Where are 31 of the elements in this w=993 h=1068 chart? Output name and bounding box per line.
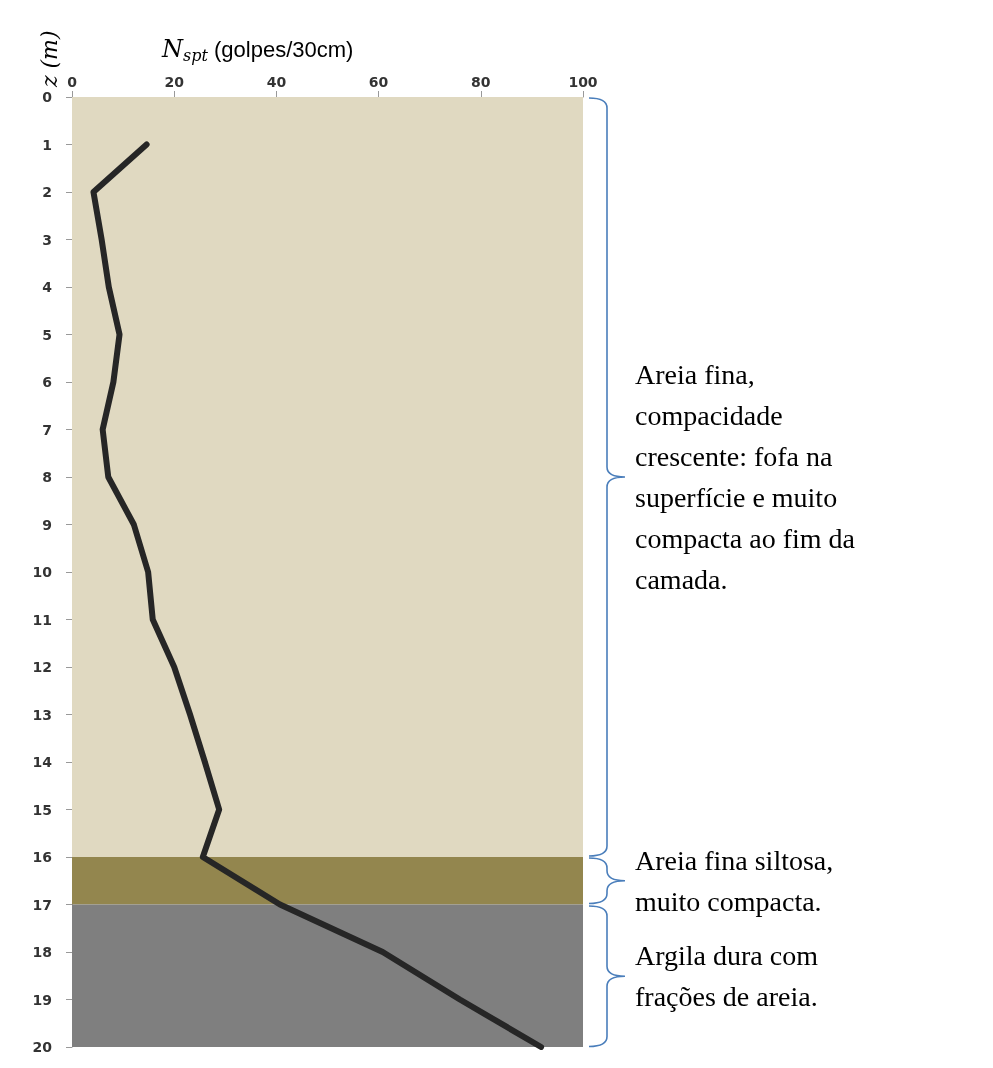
y-tick-label: 10 — [32, 564, 53, 580]
y-tick-label: 16 — [32, 849, 52, 865]
y-tick-label: 3 — [42, 231, 52, 248]
y-tick-label: 11 — [32, 611, 52, 628]
y-tick-label: 6 — [42, 374, 52, 390]
y-tick-label: 14 — [32, 754, 53, 770]
y-tick-label: 13 — [32, 706, 52, 723]
x-tick-label: 80 — [471, 74, 491, 90]
y-tick-label: 18 — [32, 944, 52, 960]
band-label: Areia fina, compacidade crescente: fofa na superfície e muito compacta ao fim da camada. — [635, 359, 863, 595]
y-tick-label: 2 — [42, 184, 52, 200]
y-tick-label: 12 — [32, 659, 52, 675]
y-tick-label: 8 — [42, 469, 52, 485]
x-tick-label: 60 — [368, 74, 389, 90]
x-tick-label: 20 — [164, 74, 185, 90]
y-tick-label: 1 — [42, 136, 52, 153]
y-tick-label: 5 — [42, 326, 52, 343]
x-tick-label: 40 — [266, 74, 287, 90]
y-tick-label: 15 — [32, 801, 52, 818]
y-tick-label: 9 — [42, 516, 52, 533]
band-label: Areia fina siltosa, muito compacta. — [635, 844, 841, 917]
y-tick-label: 17 — [32, 896, 52, 913]
x-tick-label: 0 — [67, 74, 78, 90]
band-label: Argila dura com frações de areia. — [635, 939, 825, 1012]
y-tick-label: 19 — [32, 991, 52, 1008]
y-tick-label: 0 — [42, 89, 53, 105]
y-tick-label: 4 — [42, 279, 53, 295]
x-tick-label: 100 — [568, 74, 598, 90]
y-axis-title: z (m) — [36, 30, 62, 89]
y-tick-label: 7 — [42, 421, 52, 438]
y-tick-label: 20 — [32, 1039, 53, 1055]
